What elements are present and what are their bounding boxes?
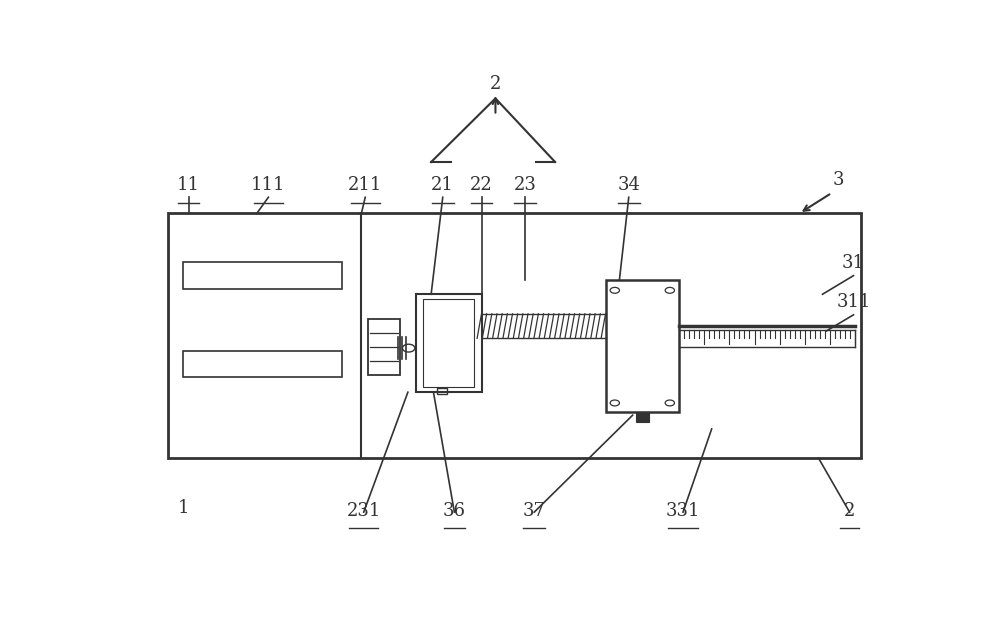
Text: 2: 2 — [490, 76, 501, 93]
Text: 31: 31 — [842, 254, 865, 272]
Text: 111: 111 — [251, 176, 286, 194]
Bar — [416, 294, 482, 392]
Text: 311: 311 — [836, 293, 871, 312]
Text: 11: 11 — [177, 176, 200, 194]
Bar — [168, 214, 861, 459]
Text: 37: 37 — [523, 502, 546, 520]
Text: 331: 331 — [666, 502, 700, 520]
Bar — [423, 299, 474, 387]
Bar — [636, 411, 649, 422]
Bar — [368, 319, 400, 375]
Text: 21: 21 — [431, 176, 454, 194]
Text: 34: 34 — [617, 176, 640, 194]
Text: 1: 1 — [177, 499, 189, 517]
Text: 231: 231 — [347, 502, 381, 520]
Text: 2: 2 — [844, 502, 855, 520]
Bar — [437, 388, 447, 394]
Text: 3: 3 — [832, 171, 844, 189]
Text: 22: 22 — [470, 176, 493, 194]
Text: 211: 211 — [348, 176, 382, 194]
Bar — [606, 280, 679, 411]
Text: 23: 23 — [513, 176, 536, 194]
Bar — [183, 263, 342, 289]
Text: 36: 36 — [443, 502, 466, 520]
Bar — [183, 350, 342, 378]
